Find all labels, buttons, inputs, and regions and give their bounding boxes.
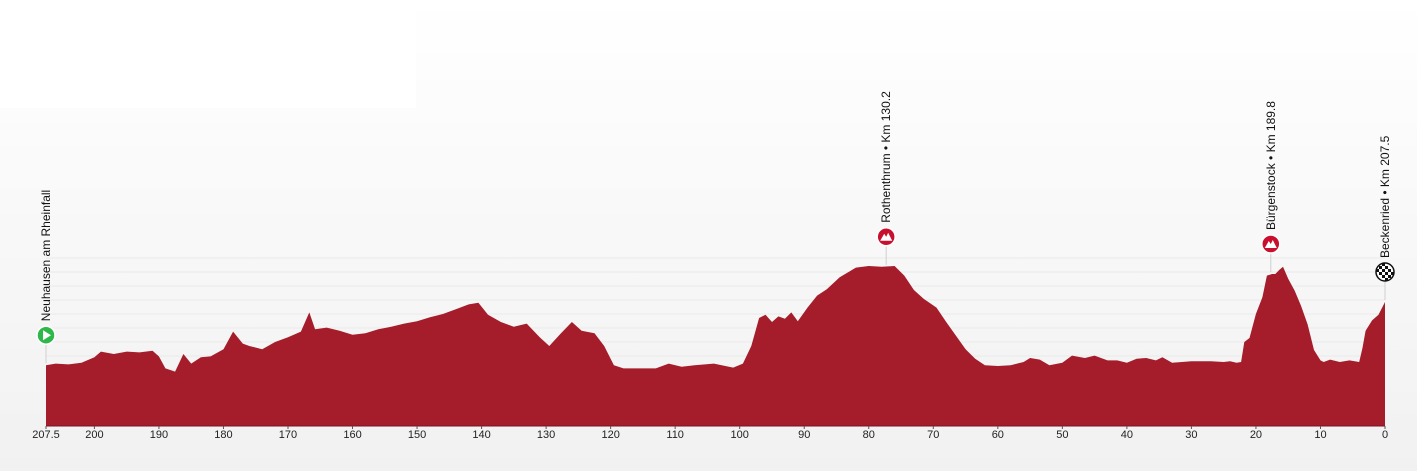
route-marker[interactable]: Neuhausen am Rheinfall bbox=[36, 190, 56, 364]
x-tick-label: 200 bbox=[85, 429, 103, 441]
route-marker[interactable]: Beckenried • Km 207.5 bbox=[1375, 135, 1395, 300]
x-tick-label: 70 bbox=[927, 429, 939, 441]
x-tick-label: 207.5 bbox=[32, 429, 60, 441]
marker-label: Bürgenstock • Km 189.8 bbox=[1264, 101, 1278, 230]
x-tick-label: 140 bbox=[472, 429, 490, 441]
x-tick-label: 80 bbox=[863, 429, 875, 441]
elevation-area-group bbox=[46, 266, 1385, 426]
x-tick-label: 120 bbox=[601, 429, 619, 441]
x-tick-label: 110 bbox=[666, 429, 684, 441]
x-axis: 207.5 200 190 180 170 160 150 140 130 120 110 100 90… bbox=[32, 425, 1388, 441]
x-tick-label: 20 bbox=[1250, 429, 1262, 441]
x-tick-label: 40 bbox=[1121, 429, 1133, 441]
start-flag-icon bbox=[36, 325, 56, 345]
x-tick-label: 100 bbox=[731, 429, 749, 441]
x-tick-label: 50 bbox=[1056, 429, 1068, 441]
marker-label: Rothenthrum • Km 130.2 bbox=[879, 91, 893, 223]
x-tick-label: 0 bbox=[1382, 429, 1388, 441]
mountain-icon bbox=[876, 227, 896, 247]
marker-label: Neuhausen am Rheinfall bbox=[39, 190, 53, 321]
x-tick-label: 30 bbox=[1185, 429, 1197, 441]
x-tick-label: 60 bbox=[992, 429, 1004, 441]
x-tick-label: 170 bbox=[279, 429, 297, 441]
x-tick-label: 130 bbox=[537, 429, 555, 441]
finish-flag-icon bbox=[1375, 262, 1395, 282]
x-tick-label: 90 bbox=[798, 429, 810, 441]
marker-label: Beckenried • Km 207.5 bbox=[1378, 135, 1392, 258]
legend-blank-area bbox=[0, 0, 416, 108]
x-tick-label: 10 bbox=[1314, 429, 1326, 441]
route-marker[interactable]: Rothenthrum • Km 130.2 bbox=[876, 91, 896, 265]
elevation-area bbox=[46, 266, 1385, 426]
x-tick-label: 180 bbox=[214, 429, 232, 441]
x-tick-label: 190 bbox=[150, 429, 168, 441]
mountain-icon bbox=[1261, 234, 1281, 254]
x-tick-label: 150 bbox=[408, 429, 426, 441]
route-marker[interactable]: Bürgenstock • Km 189.8 bbox=[1261, 101, 1281, 272]
route-markers: Neuhausen am Rheinfall Rothenthrum • Km 1… bbox=[36, 91, 1395, 364]
x-tick-label: 160 bbox=[343, 429, 361, 441]
